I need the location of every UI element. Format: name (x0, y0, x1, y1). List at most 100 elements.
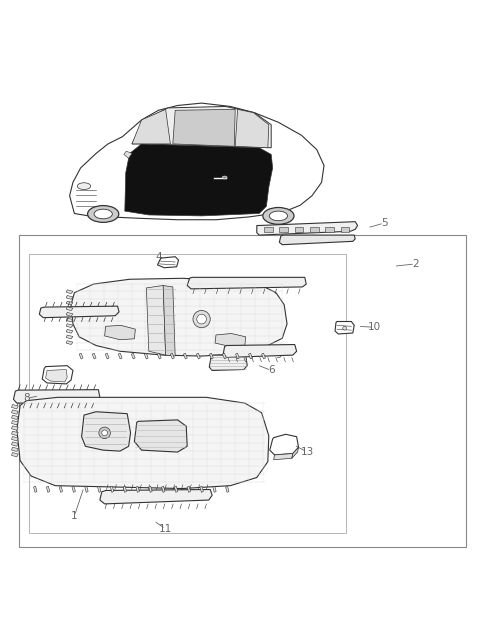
Polygon shape (12, 453, 18, 457)
Text: 9: 9 (275, 350, 282, 360)
Polygon shape (187, 486, 191, 493)
Bar (325, 228, 334, 232)
Polygon shape (335, 322, 354, 334)
Text: 2: 2 (412, 259, 419, 269)
Polygon shape (123, 486, 127, 493)
Bar (264, 228, 273, 232)
Polygon shape (66, 335, 73, 339)
Polygon shape (13, 390, 100, 403)
Polygon shape (66, 301, 73, 305)
Polygon shape (59, 486, 62, 493)
Polygon shape (157, 257, 179, 267)
Circle shape (343, 326, 347, 330)
Polygon shape (274, 453, 293, 460)
Polygon shape (12, 404, 18, 409)
Polygon shape (66, 323, 73, 327)
Text: 5: 5 (381, 218, 387, 228)
Ellipse shape (77, 183, 91, 190)
Circle shape (102, 430, 108, 436)
Polygon shape (66, 307, 73, 311)
Polygon shape (12, 426, 18, 430)
Polygon shape (226, 486, 229, 493)
Polygon shape (136, 486, 139, 493)
Polygon shape (66, 290, 73, 294)
Polygon shape (249, 353, 252, 359)
Polygon shape (187, 277, 306, 289)
Polygon shape (174, 486, 178, 493)
Polygon shape (12, 415, 18, 419)
Polygon shape (82, 412, 131, 451)
Ellipse shape (94, 209, 112, 219)
Circle shape (197, 314, 206, 324)
Polygon shape (279, 235, 355, 245)
Text: 10: 10 (368, 322, 381, 332)
Polygon shape (105, 353, 109, 359)
Polygon shape (213, 486, 216, 493)
Polygon shape (12, 437, 18, 441)
Text: 4: 4 (155, 251, 162, 262)
Ellipse shape (269, 211, 288, 221)
Text: 1: 1 (71, 511, 78, 521)
Polygon shape (149, 486, 152, 493)
Polygon shape (183, 353, 187, 359)
FancyBboxPatch shape (19, 235, 466, 547)
Polygon shape (132, 353, 135, 359)
Polygon shape (105, 325, 135, 340)
Polygon shape (92, 353, 96, 359)
Polygon shape (173, 109, 235, 147)
Polygon shape (144, 353, 148, 359)
Polygon shape (17, 397, 269, 489)
Ellipse shape (87, 206, 119, 222)
Polygon shape (66, 329, 73, 333)
Polygon shape (85, 486, 88, 493)
Bar (295, 228, 303, 232)
Polygon shape (257, 222, 358, 235)
Polygon shape (223, 353, 227, 359)
Polygon shape (34, 486, 37, 493)
Polygon shape (47, 486, 50, 493)
Polygon shape (70, 103, 324, 220)
Polygon shape (236, 353, 240, 359)
Bar (279, 228, 288, 232)
Bar (341, 228, 349, 232)
Circle shape (193, 311, 210, 328)
Polygon shape (100, 489, 212, 504)
Polygon shape (196, 353, 200, 359)
Polygon shape (162, 486, 165, 493)
Text: 11: 11 (159, 524, 172, 534)
Polygon shape (132, 109, 170, 144)
Text: 8: 8 (23, 394, 30, 403)
Ellipse shape (222, 176, 227, 179)
Polygon shape (12, 410, 18, 414)
Text: 12: 12 (41, 372, 55, 382)
Polygon shape (209, 353, 213, 359)
Polygon shape (66, 341, 73, 345)
Polygon shape (66, 318, 73, 322)
Circle shape (99, 427, 110, 439)
FancyBboxPatch shape (29, 254, 346, 532)
Polygon shape (71, 278, 287, 356)
Text: 13: 13 (300, 447, 314, 457)
Bar (310, 228, 319, 232)
Polygon shape (12, 431, 18, 435)
Polygon shape (170, 353, 174, 359)
Polygon shape (12, 442, 18, 446)
Polygon shape (72, 486, 75, 493)
Polygon shape (12, 421, 18, 425)
Polygon shape (110, 486, 114, 493)
Polygon shape (46, 370, 67, 382)
Polygon shape (12, 448, 18, 451)
Polygon shape (292, 448, 299, 458)
Polygon shape (134, 420, 187, 452)
Polygon shape (163, 285, 175, 356)
Polygon shape (39, 306, 119, 318)
Polygon shape (132, 107, 271, 148)
Polygon shape (118, 353, 122, 359)
Polygon shape (125, 144, 273, 216)
Polygon shape (42, 366, 73, 384)
Polygon shape (66, 296, 73, 299)
Text: 6: 6 (268, 365, 275, 376)
Polygon shape (215, 334, 246, 347)
Polygon shape (97, 486, 101, 493)
Ellipse shape (263, 208, 294, 224)
